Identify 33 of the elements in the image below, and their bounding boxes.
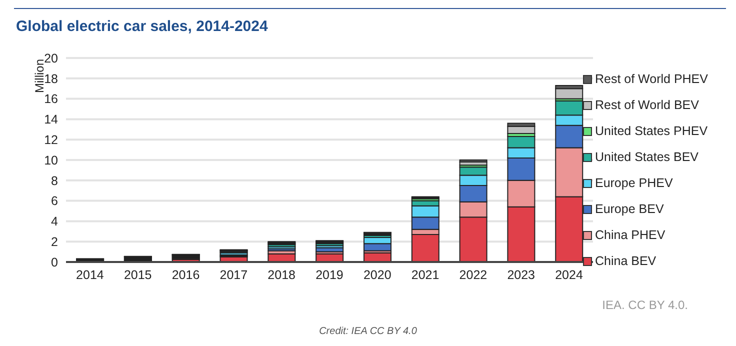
legend-label: China BEV (594, 254, 656, 268)
y-tick-label: 20 (44, 51, 58, 66)
y-tick-label: 18 (44, 72, 58, 86)
y-tick-label: 8 (51, 174, 58, 188)
legend-label: Rest of World BEV (594, 98, 699, 112)
x-tick-label: 2016 (172, 268, 200, 282)
x-tick-label: 2014 (76, 268, 104, 282)
x-tick-label: 2020 (363, 268, 392, 282)
legend-label: Rest of World PHEV (594, 72, 708, 86)
x-tick-label: 2022 (459, 268, 488, 282)
y-tick-label: 4 (51, 214, 58, 229)
y-tick-label: 2 (51, 235, 58, 250)
y-tick-label: 6 (51, 194, 58, 208)
legend-label: Europe BEV (594, 202, 664, 216)
y-tick-label: 14 (44, 112, 58, 127)
legend-label: United States PHEV (594, 124, 708, 138)
y-tick-label: 16 (44, 92, 58, 106)
text: Credit: IEA CC BY 4.0 (318, 326, 418, 337)
legend-label: Europe PHEV (594, 176, 673, 190)
legend-label: United States BEV (594, 150, 699, 164)
x-tick-label: 2017 (220, 268, 248, 282)
x-tick-label: 2024 (555, 268, 583, 282)
chart-title: Global electric car sales, 2014-2024 (16, 18, 268, 35)
legend-label: China PHEV (594, 228, 666, 242)
x-tick-label: 2019 (316, 268, 344, 282)
x-tick-label: 2015 (124, 268, 152, 282)
y-tick-label: 0 (51, 255, 58, 270)
x-tick-label: 2021 (411, 268, 440, 282)
x-tick-label: 2018 (268, 268, 296, 282)
text: IEA. CC BY 4.0. (602, 298, 688, 312)
y-tick-label: 10 (44, 153, 58, 168)
y-tick-label: 12 (44, 133, 58, 148)
x-tick-label: 2023 (507, 268, 536, 282)
